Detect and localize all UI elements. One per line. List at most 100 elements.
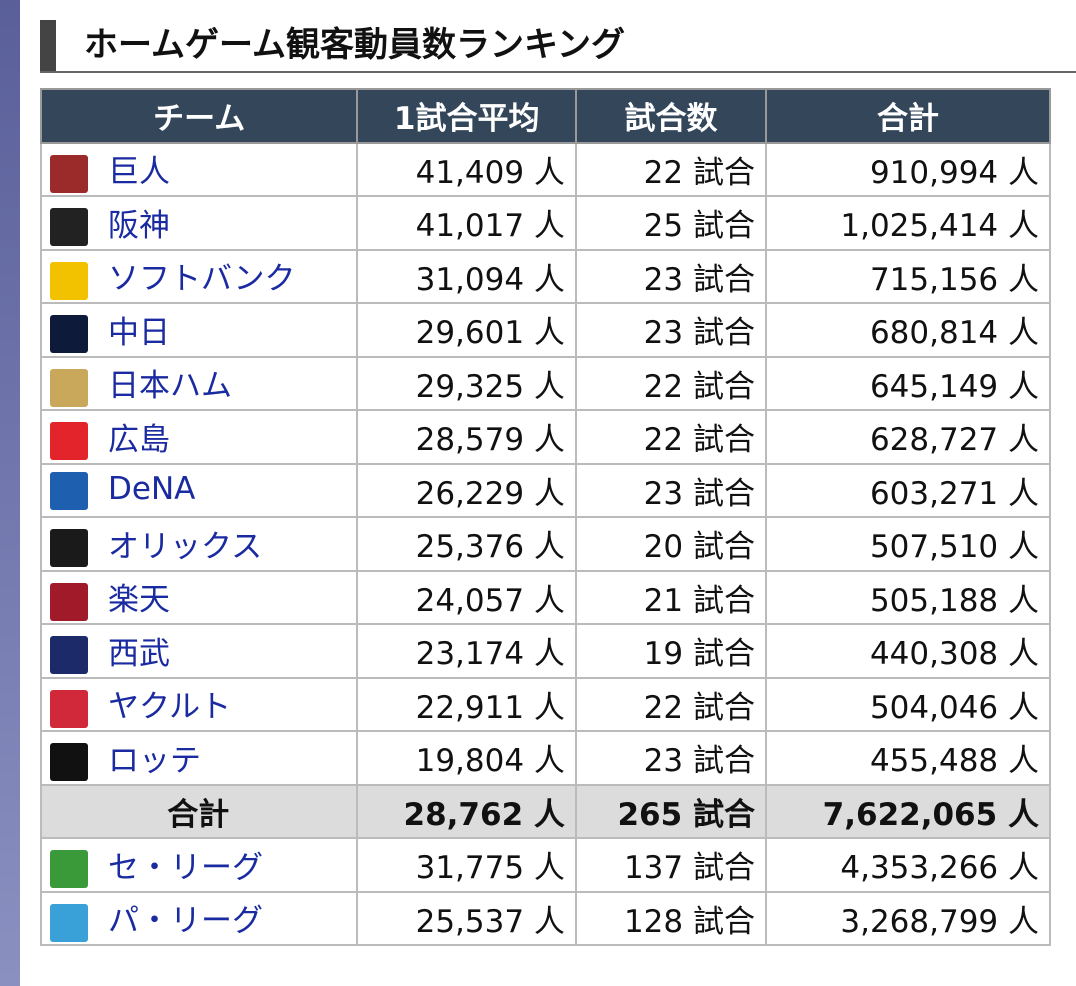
- cell-text: 3,268,799 人: [840, 903, 1039, 940]
- value-cell: 23 試合: [574, 248, 767, 304]
- team-cell: 中日: [39, 302, 359, 358]
- value-cell: 22,911 人: [356, 676, 577, 732]
- value-cell: 28,762 人: [356, 783, 577, 839]
- value-cell: 23 試合: [574, 730, 767, 786]
- cell-text: 25 試合: [643, 208, 755, 245]
- value-cell: 440,308 人: [764, 623, 1052, 679]
- cell-text: 628,727 人: [869, 422, 1039, 459]
- value-cell: 24,057 人: [356, 569, 577, 625]
- cell-text: 507,510 人: [869, 529, 1039, 566]
- value-cell: 19 試合: [574, 623, 767, 679]
- team-cell: 合計: [39, 783, 359, 839]
- team-cell: 広島: [39, 409, 359, 465]
- team-name: パ・リーグ: [108, 903, 263, 939]
- cell-text: 28,579 人: [415, 422, 565, 459]
- value-cell: 21 試合: [574, 569, 767, 625]
- team-name: 楽天: [108, 582, 170, 618]
- cell-text: 910,994 人: [869, 154, 1039, 191]
- cell-text: 22 試合: [643, 154, 755, 191]
- value-cell: 41,017 人: [356, 195, 577, 251]
- team-icon: [50, 903, 88, 942]
- value-cell: 19,804 人: [356, 730, 577, 786]
- team-icon: [50, 689, 88, 728]
- cell-text: 21 試合: [643, 582, 755, 619]
- table-row: ソフトバンク 31,094 人 23 試合 715,156 人: [39, 248, 1052, 304]
- cell-text: 504,046 人: [869, 689, 1039, 726]
- cell-text: 4,353,266 人: [840, 850, 1039, 887]
- team-name: 西武: [108, 635, 170, 672]
- table-row: 中日 29,601 人 23 試合 680,814 人: [39, 302, 1052, 358]
- title-underline: [40, 71, 1076, 73]
- cell-text: 23 試合: [643, 315, 755, 352]
- team-name: ロッテ: [108, 742, 201, 779]
- value-cell: 128 試合: [574, 890, 767, 946]
- value-cell: 25 試合: [574, 195, 767, 251]
- value-cell: 22 試合: [574, 409, 767, 465]
- value-cell: 31,775 人: [356, 837, 577, 893]
- team-name: オリックス: [108, 528, 263, 565]
- value-cell: 265 試合: [574, 783, 767, 839]
- value-cell: 137 試合: [574, 837, 767, 893]
- team-name: 日本ハム: [108, 368, 232, 404]
- team-cell: DeNA: [39, 462, 359, 518]
- value-cell: 22 試合: [574, 355, 767, 411]
- value-cell: 4,353,266 人: [764, 837, 1052, 893]
- cell-text: 128 試合: [623, 903, 755, 940]
- team-icon: [50, 850, 88, 888]
- team-icon: [50, 471, 88, 510]
- value-cell: 505,188 人: [764, 569, 1052, 625]
- cell-text: 440,308 人: [869, 636, 1039, 673]
- cell-text: 22 試合: [643, 689, 755, 726]
- value-cell: 715,156 人: [764, 248, 1052, 304]
- value-cell: 628,727 人: [764, 409, 1052, 465]
- cell-text: 41,017 人: [415, 208, 565, 245]
- team-icon: [50, 208, 88, 246]
- value-cell: 26,229 人: [356, 462, 577, 518]
- value-cell: 455,488 人: [764, 730, 1052, 786]
- team-cell: ソフトバンク: [39, 248, 359, 304]
- team-name: セ・リーグ: [108, 849, 263, 886]
- value-cell: 25,376 人: [356, 516, 577, 572]
- value-cell: 504,046 人: [764, 676, 1052, 732]
- value-cell: 910,994 人: [764, 141, 1052, 197]
- header-cell: 1試合平均: [356, 88, 577, 144]
- value-cell: 680,814 人: [764, 302, 1052, 358]
- value-cell: 41,409 人: [356, 141, 577, 197]
- team-name: 合計: [167, 796, 230, 833]
- value-cell: 23,174 人: [356, 623, 577, 679]
- cell-text: 23 試合: [643, 261, 755, 298]
- table-row: オリックス 25,376 人 20 試合 507,510 人: [39, 516, 1052, 572]
- team-cell: 楽天: [39, 569, 359, 625]
- table-row: 巨人 41,409 人 22 試合 910,994 人: [39, 141, 1052, 197]
- header-cell: チーム: [39, 88, 359, 144]
- cell-text: 26,229 人: [415, 475, 565, 512]
- value-cell: 23 試合: [574, 302, 767, 358]
- team-cell: セ・リーグ: [39, 837, 359, 893]
- cell-text: 23 試合: [643, 743, 755, 780]
- team-name: 巨人: [108, 154, 170, 190]
- cell-text: 715,156 人: [869, 261, 1039, 298]
- cell-text: 25,376 人: [415, 529, 565, 566]
- cell-text: 23,174 人: [415, 636, 565, 673]
- value-cell: 23 試合: [574, 462, 767, 518]
- table-body: 巨人 41,409 人 22 試合 910,994 人阪神 41,017 人 25 試合 1…: [39, 141, 1052, 946]
- cell-text: 31,094 人: [415, 261, 565, 298]
- title-bar: [40, 20, 56, 72]
- cell-text: 645,149 人: [869, 368, 1039, 405]
- value-cell: 29,325 人: [356, 355, 577, 411]
- header-cell: 試合数: [574, 88, 767, 144]
- value-cell: 22 試合: [574, 676, 767, 732]
- team-icon: [50, 582, 88, 621]
- table-row: 日本ハム 29,325 人 22 試合 645,149 人: [39, 355, 1052, 411]
- cell-text: 24,057 人: [415, 582, 565, 619]
- team-name: ソフトバンク: [108, 261, 296, 297]
- value-cell: 25,537 人: [356, 890, 577, 946]
- header-cell: 合計: [764, 88, 1052, 144]
- team-cell: パ・リーグ: [39, 890, 359, 946]
- table-row: DeNA 26,229 人 23 試合 603,271 人: [39, 462, 1052, 518]
- value-cell: 7,622,065 人: [764, 783, 1052, 839]
- team-icon: [50, 261, 88, 300]
- cell-text: 23 試合: [643, 475, 755, 512]
- value-cell: 603,271 人: [764, 462, 1052, 518]
